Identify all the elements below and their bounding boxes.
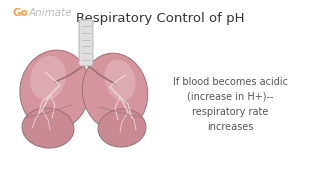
Ellipse shape	[30, 56, 66, 100]
Text: Go: Go	[13, 8, 28, 18]
Text: Respiratory Control of pH: Respiratory Control of pH	[76, 12, 244, 25]
Ellipse shape	[82, 53, 148, 131]
Ellipse shape	[22, 108, 74, 148]
Text: Animate: Animate	[29, 8, 72, 18]
Ellipse shape	[98, 109, 146, 147]
Ellipse shape	[105, 59, 135, 101]
FancyBboxPatch shape	[79, 20, 93, 66]
Ellipse shape	[20, 50, 90, 130]
Text: If blood becomes acidic
(increase in H+)--
respiratory rate
increases: If blood becomes acidic (increase in H+)…	[173, 77, 288, 132]
